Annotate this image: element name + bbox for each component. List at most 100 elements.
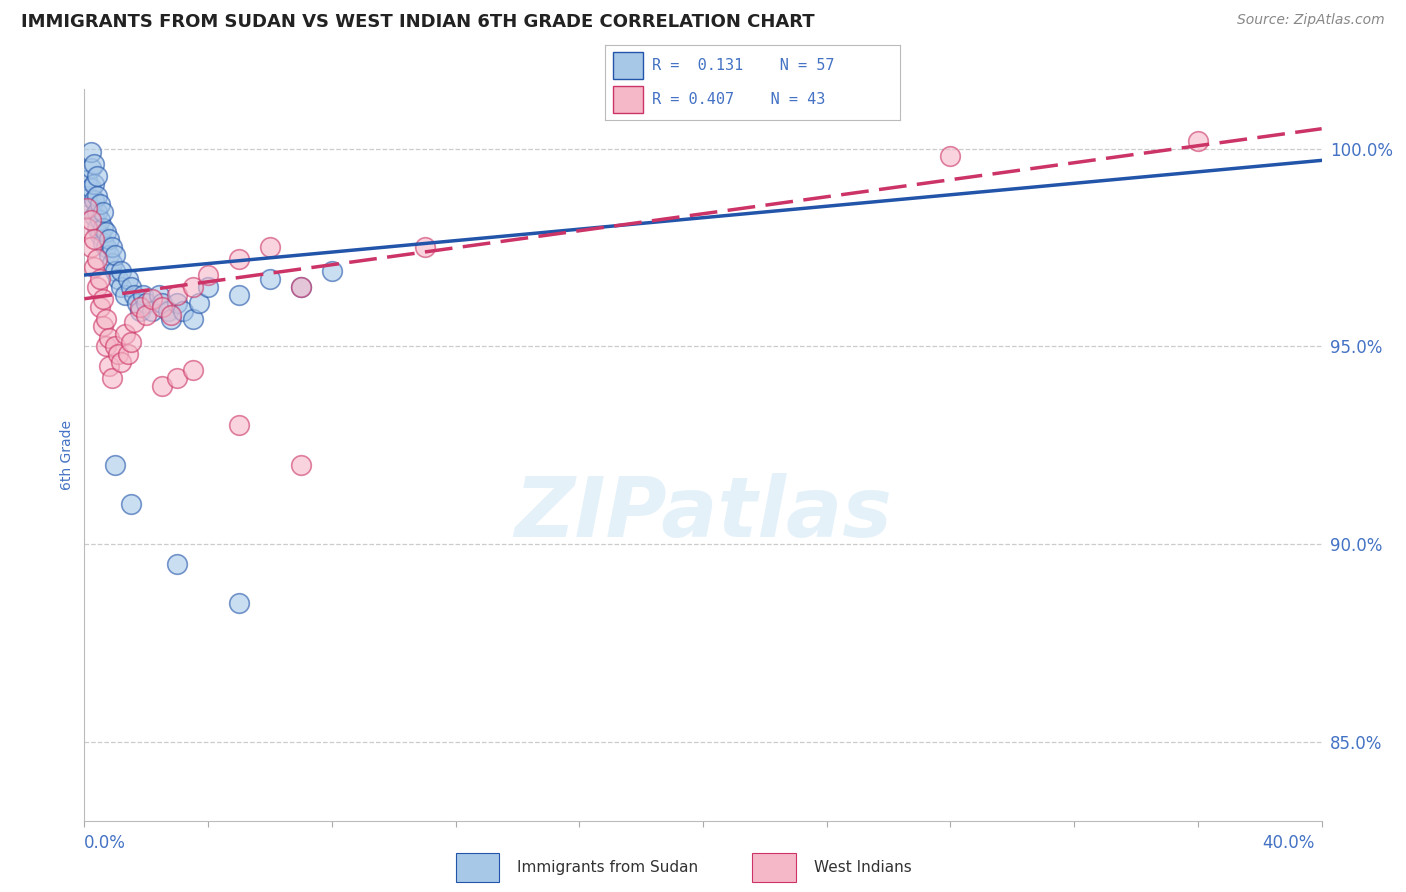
Point <box>110 280 132 294</box>
Point <box>91 319 114 334</box>
Point <box>86 204 108 219</box>
Point <box>290 280 312 294</box>
Point <box>259 240 281 254</box>
Point <box>94 311 117 326</box>
Point <box>83 177 105 191</box>
Point <box>122 287 145 301</box>
Point <box>79 145 101 160</box>
Point <box>135 295 157 310</box>
Point <box>83 260 105 274</box>
Point <box>104 264 127 278</box>
Point <box>150 295 173 310</box>
Point <box>172 303 194 318</box>
Point <box>94 339 117 353</box>
Point <box>89 212 111 227</box>
Point <box>86 280 108 294</box>
Point <box>150 378 173 392</box>
Bar <box>613 87 643 112</box>
Point <box>166 371 188 385</box>
Point <box>86 169 108 184</box>
Text: Immigrants from Sudan: Immigrants from Sudan <box>517 860 699 875</box>
Point <box>129 303 152 318</box>
Point <box>187 295 209 310</box>
Point <box>76 189 98 203</box>
Point <box>160 311 183 326</box>
Point <box>120 335 142 350</box>
Point <box>321 264 343 278</box>
Point <box>91 220 114 235</box>
Point <box>104 339 127 353</box>
Point <box>91 236 114 251</box>
Point <box>228 596 250 610</box>
Point <box>91 204 114 219</box>
Point <box>83 157 105 171</box>
Point <box>939 149 962 163</box>
Text: 40.0%: 40.0% <box>1263 834 1315 852</box>
Point <box>86 189 108 203</box>
Point <box>413 240 436 254</box>
Point <box>141 292 163 306</box>
Point <box>79 181 101 195</box>
Point <box>76 201 98 215</box>
Point <box>141 303 163 318</box>
Bar <box>613 52 643 78</box>
Point <box>117 272 139 286</box>
Point <box>160 308 183 322</box>
Point <box>79 161 101 176</box>
Point <box>89 272 111 286</box>
Text: Source: ZipAtlas.com: Source: ZipAtlas.com <box>1237 13 1385 28</box>
Point <box>129 300 152 314</box>
Point <box>197 268 219 282</box>
Point <box>120 497 142 511</box>
Point <box>94 225 117 239</box>
Point <box>110 355 132 369</box>
Point <box>79 212 101 227</box>
Point <box>76 220 98 235</box>
Point <box>98 232 121 246</box>
Point <box>166 295 188 310</box>
Point <box>98 359 121 373</box>
Bar <box>752 854 796 881</box>
Text: R = 0.407    N = 43: R = 0.407 N = 43 <box>652 92 825 107</box>
Point <box>91 292 114 306</box>
Point <box>135 308 157 322</box>
Point <box>117 347 139 361</box>
Text: 0.0%: 0.0% <box>84 834 127 852</box>
Bar <box>456 854 499 881</box>
Point <box>79 240 101 254</box>
Point <box>197 280 219 294</box>
Point <box>89 228 111 243</box>
Text: IMMIGRANTS FROM SUDAN VS WEST INDIAN 6TH GRADE CORRELATION CHART: IMMIGRANTS FROM SUDAN VS WEST INDIAN 6TH… <box>21 13 814 31</box>
Point <box>89 197 111 211</box>
Point <box>122 316 145 330</box>
Point <box>125 295 148 310</box>
Point <box>101 240 124 254</box>
Point <box>86 252 108 267</box>
Point <box>150 300 173 314</box>
Point <box>79 201 101 215</box>
Point <box>166 287 188 301</box>
Point <box>228 418 250 433</box>
Point <box>290 280 312 294</box>
Point <box>101 371 124 385</box>
Point <box>98 331 121 345</box>
Point <box>104 248 127 262</box>
Text: West Indians: West Indians <box>814 860 912 875</box>
Point <box>166 557 188 571</box>
Point <box>148 287 170 301</box>
Point <box>94 240 117 254</box>
Y-axis label: 6th Grade: 6th Grade <box>60 420 75 490</box>
Point <box>83 209 105 223</box>
Point <box>107 272 129 286</box>
Text: R =  0.131    N = 57: R = 0.131 N = 57 <box>652 58 834 72</box>
Point <box>290 458 312 472</box>
Point <box>98 248 121 262</box>
Point <box>132 287 155 301</box>
Point <box>259 272 281 286</box>
Point <box>1187 134 1209 148</box>
Point <box>181 280 204 294</box>
Point <box>89 300 111 314</box>
Text: ZIPatlas: ZIPatlas <box>515 473 891 554</box>
Point <box>181 311 204 326</box>
Point <box>114 287 136 301</box>
